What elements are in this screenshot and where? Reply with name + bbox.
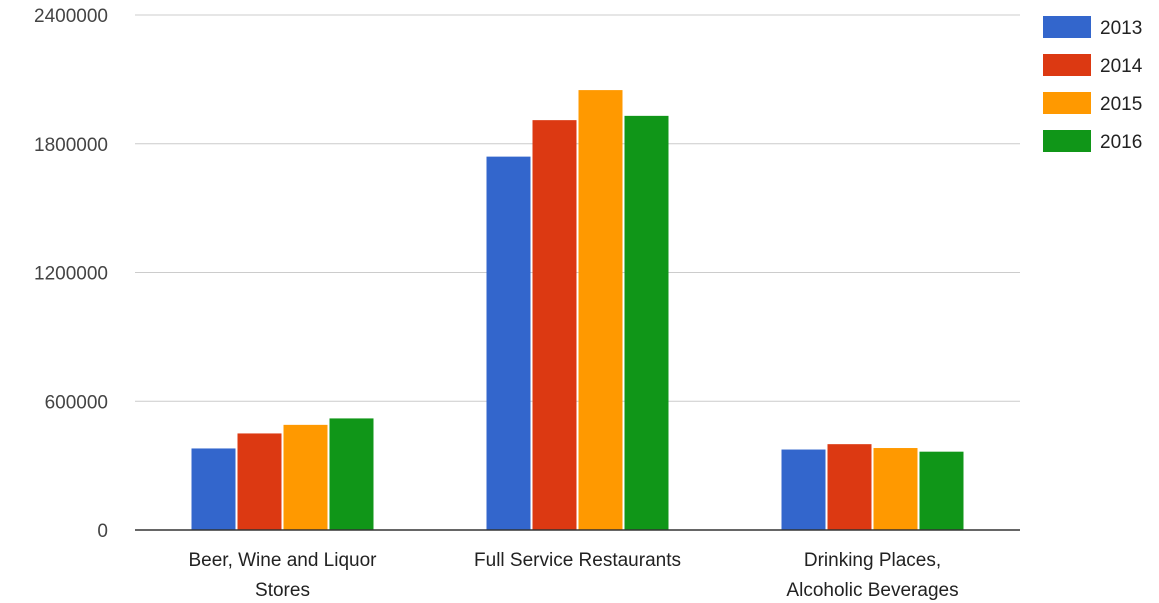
legend-label: 2013 [1100, 18, 1142, 39]
bar-2016 [919, 451, 964, 530]
category-label: Full Service Restaurants [474, 550, 681, 571]
legend-swatch [1043, 16, 1091, 38]
category-label: Drinking Places, [804, 550, 941, 571]
y-tick-label: 600000 [45, 392, 108, 413]
y-tick-label: 1200000 [34, 264, 108, 285]
bar-2013 [486, 156, 531, 530]
category-label: Alcoholic Beverages [786, 580, 958, 601]
bars [191, 90, 964, 531]
bar-2015 [578, 90, 623, 531]
gridlines [135, 14, 1020, 402]
x-axis-category-labels: Beer, Wine and Liquor Stores Full Service … [188, 550, 958, 601]
bar-2014 [827, 444, 872, 530]
legend-label: 2014 [1100, 56, 1143, 77]
legend: 2013 2014 2015 2016 [1043, 16, 1143, 153]
bar-2013 [781, 449, 826, 530]
y-axis-tick-labels: 0 600000 1200000 1800000 2400000 [34, 6, 108, 542]
legend-swatch [1043, 54, 1091, 76]
bar-2013 [191, 448, 236, 530]
bar-2014 [532, 120, 577, 530]
bar-2015 [283, 424, 328, 530]
legend-label: 2015 [1100, 94, 1142, 115]
bar-2015 [873, 448, 918, 530]
category-label: Stores [255, 580, 310, 601]
legend-label: 2016 [1100, 132, 1142, 153]
bar-2016 [329, 418, 374, 530]
legend-swatch [1043, 92, 1091, 114]
legend-swatch [1043, 130, 1091, 152]
bar-2016 [624, 115, 669, 531]
y-tick-label: 2400000 [34, 6, 108, 27]
y-tick-label: 1800000 [34, 135, 108, 156]
category-label: Beer, Wine and Liquor [188, 550, 377, 571]
y-tick-label: 0 [97, 521, 108, 542]
bar-2014 [237, 433, 282, 530]
